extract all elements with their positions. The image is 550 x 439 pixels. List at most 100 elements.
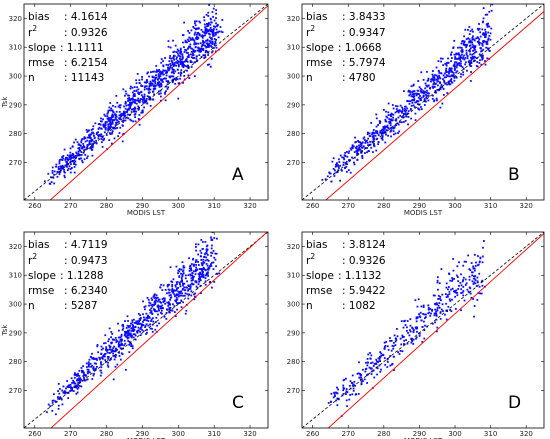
data-point <box>398 353 401 355</box>
data-point <box>170 280 173 283</box>
data-point <box>440 72 442 75</box>
data-point <box>197 261 199 263</box>
data-point <box>76 378 79 381</box>
data-point <box>165 311 168 314</box>
data-point <box>470 56 472 59</box>
plot-frame <box>301 3 545 201</box>
data-point <box>124 107 127 110</box>
data-point <box>203 253 206 256</box>
data-point <box>179 59 182 62</box>
data-point <box>418 335 421 337</box>
data-point <box>172 303 174 306</box>
data-point <box>160 82 162 85</box>
data-point <box>486 57 489 60</box>
data-point <box>55 165 57 168</box>
data-point <box>348 159 350 162</box>
data-point <box>431 73 434 76</box>
data-point <box>201 270 203 272</box>
data-point <box>446 62 448 64</box>
data-point <box>144 99 146 102</box>
data-point <box>148 316 151 319</box>
data-point <box>185 58 188 60</box>
data-point <box>81 146 84 149</box>
data-point <box>189 274 192 277</box>
stat-slope-label: slope <box>306 270 334 282</box>
data-point <box>124 320 126 322</box>
data-point <box>342 392 345 395</box>
data-point <box>206 39 209 42</box>
data-point <box>90 146 93 148</box>
data-point <box>108 117 111 120</box>
stat-bias-label: bias <box>306 11 328 23</box>
data-point <box>176 308 178 311</box>
data-point <box>209 17 212 20</box>
data-point <box>138 320 140 323</box>
data-point <box>130 330 133 332</box>
data-point <box>432 294 435 297</box>
data-point <box>103 131 106 134</box>
data-point <box>386 345 389 348</box>
data-point <box>439 77 442 80</box>
data-point <box>101 145 104 148</box>
data-point <box>397 116 400 119</box>
data-point <box>105 347 108 350</box>
data-point <box>427 308 430 311</box>
data-point <box>385 129 388 131</box>
data-point <box>195 263 197 266</box>
data-point <box>377 134 380 137</box>
data-point <box>57 390 59 392</box>
data-point <box>146 87 148 90</box>
plot-frame <box>23 3 269 201</box>
data-point <box>343 387 345 390</box>
data-point <box>134 95 136 97</box>
data-point <box>115 341 118 344</box>
data-point <box>210 236 212 239</box>
data-point <box>58 173 61 176</box>
data-point <box>92 125 95 128</box>
data-point <box>451 279 453 282</box>
data-point <box>190 47 193 50</box>
data-point <box>471 274 474 277</box>
data-point <box>143 100 146 103</box>
data-point <box>221 31 224 34</box>
data-point <box>153 76 156 79</box>
data-point <box>207 23 210 25</box>
data-point <box>425 91 428 94</box>
data-point <box>454 291 456 294</box>
data-point <box>160 83 163 86</box>
data-point <box>395 108 398 110</box>
data-point <box>167 69 170 72</box>
data-point <box>453 76 456 79</box>
data-point <box>439 81 442 84</box>
data-point <box>461 57 464 60</box>
data-point <box>180 58 183 61</box>
data-point <box>155 76 158 79</box>
data-point <box>106 112 109 115</box>
data-point <box>195 57 198 60</box>
data-point <box>165 85 168 88</box>
stat-n-value: : 1082 <box>342 300 376 312</box>
data-point <box>169 75 172 78</box>
data-point <box>201 36 204 39</box>
data-point <box>469 47 472 50</box>
data-point <box>438 302 441 304</box>
data-point <box>134 113 137 115</box>
data-point <box>454 57 456 60</box>
data-point <box>415 316 418 319</box>
data-point <box>102 124 105 127</box>
data-point <box>457 280 460 283</box>
data-point <box>176 48 179 51</box>
data-point <box>71 389 74 392</box>
data-point <box>455 53 457 56</box>
data-point <box>133 90 136 92</box>
data-point <box>420 106 422 108</box>
y-tick-label: 270 <box>287 159 300 167</box>
data-point <box>156 324 158 327</box>
data-point <box>349 394 352 396</box>
data-point <box>177 269 180 272</box>
data-point <box>143 316 145 319</box>
x-tick-label: 310 <box>484 430 497 438</box>
data-point <box>422 90 425 93</box>
data-point <box>376 360 378 363</box>
data-point <box>418 86 421 89</box>
